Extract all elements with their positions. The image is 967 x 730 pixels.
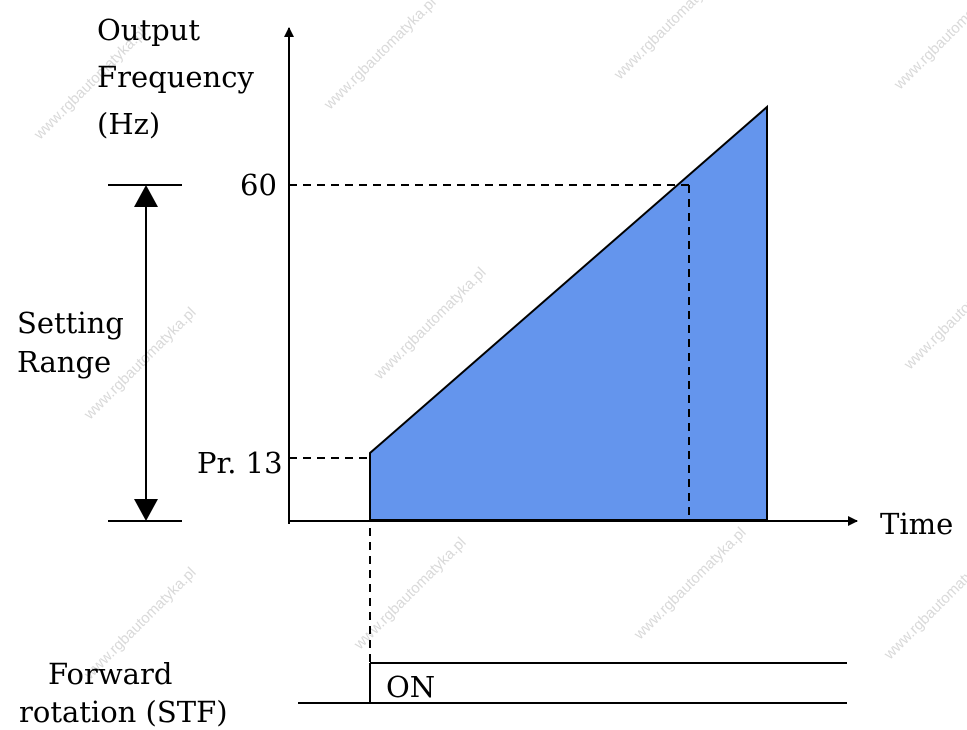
stf-label-line2: rotation (STF) (19, 695, 228, 729)
watermark-text: www.rgbautomatyka.pl (880, 544, 967, 663)
watermark-text: www.rgbautomatyka.pl (350, 534, 469, 653)
watermark-text: www.rgbautomatyka.pl (900, 254, 967, 373)
y-axis-label-line2: Frequency (97, 60, 254, 94)
stf-label-line1: Forward (48, 657, 172, 691)
watermark-text: www.rgbautomatyka.pl (610, 0, 729, 84)
max-frequency-label: 60 (240, 168, 277, 202)
setting-range-label-line2: Range (17, 345, 111, 379)
x-axis-label: Time (880, 507, 953, 541)
setting-range-label-line1: Setting (17, 306, 124, 340)
y-axis-label-line1: Output (97, 13, 200, 47)
y-axis-label-line3: (Hz) (97, 107, 160, 141)
watermark-text: www.rgbautomatyka.pl (630, 524, 749, 643)
setting-range-up-arrowhead (134, 185, 158, 207)
stf-state-label: ON (386, 670, 435, 704)
watermark-text: www.rgbautomatyka.pl (320, 0, 439, 114)
setting-range-down-arrowhead (134, 499, 158, 521)
watermark-text: www.rgbautomatyka.pl (890, 0, 967, 94)
min-frequency-label: Pr. 13 (197, 446, 283, 480)
